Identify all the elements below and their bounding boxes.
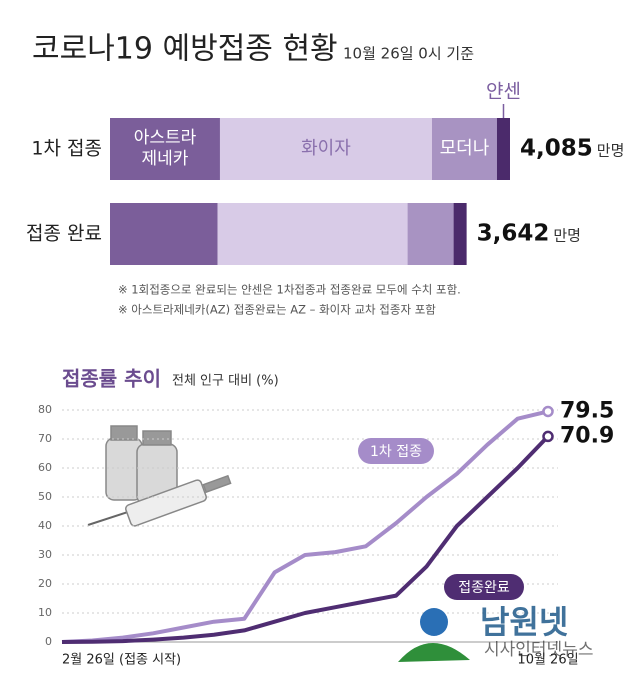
logo-globe — [420, 608, 448, 636]
y-tick-label: 50 — [38, 490, 52, 503]
segment-label: 아스트라제네카 — [133, 128, 197, 169]
unit-label: 만명 — [597, 142, 625, 160]
chart-title: 접종률 추이 — [62, 367, 161, 391]
total-label: 3,642 — [477, 221, 550, 247]
y-tick-label: 10 — [38, 606, 52, 619]
y-tick-label: 30 — [38, 548, 52, 561]
end-value-label: 70.9 — [560, 423, 614, 448]
unit-label: 만명 — [553, 227, 581, 245]
category-label: 접종 완료 — [26, 223, 102, 245]
bar-segment — [431, 118, 497, 180]
series-label-box — [358, 438, 434, 464]
category-label: 1차 접종 — [31, 138, 102, 160]
end-point — [542, 405, 554, 418]
bar-segment — [110, 203, 218, 265]
bar-segment — [217, 203, 408, 265]
segment-label: 얀센 — [486, 81, 521, 103]
y-tick-label: 60 — [38, 461, 52, 474]
y-tick-label: 70 — [38, 432, 52, 445]
y-tick-label: 20 — [38, 577, 52, 590]
logo-hill — [398, 642, 470, 662]
bar-segment — [219, 118, 432, 180]
legend-label: 1차 접종 — [370, 444, 422, 460]
y-tick-label: 0 — [45, 635, 52, 648]
end-point — [542, 430, 554, 443]
y-tick-label: 40 — [38, 519, 52, 532]
watermark-tagline: 시사인터넷뉴스 — [484, 640, 593, 660]
legend-label: 접종완료 — [458, 580, 510, 596]
bar-segment — [496, 118, 510, 180]
footnote: ※ 1회접종으로 완료되는 얀센은 1차접종과 접종완료 모두에 수치 포함. — [118, 283, 461, 297]
subtitle: 10월 26일 0시 기준 — [343, 45, 474, 63]
series-line — [61, 409, 549, 644]
series-line — [61, 435, 550, 644]
total-label: 4,085 — [520, 136, 593, 162]
x-tick-label: 2월 26일 (접종 시작) — [62, 653, 181, 668]
segment-label: 화이자 — [301, 138, 351, 159]
y-tick-label: 80 — [38, 403, 52, 416]
chart-subtitle: 전체 인구 대비 (%) — [172, 374, 279, 389]
bar-segment — [110, 118, 220, 180]
bar-segment — [453, 203, 467, 265]
watermark-name: 남원넷 — [480, 603, 568, 641]
series-label-box — [444, 574, 524, 600]
end-value-label: 79.5 — [560, 398, 614, 423]
segment-label: 모더나 — [440, 138, 490, 159]
x-tick-label: 10월 26일 — [517, 653, 578, 668]
title: 코로나19 예방접종 현황 — [32, 32, 338, 67]
vaccine-illustration — [87, 425, 232, 527]
footnote: ※ 아스트라제네카(AZ) 접종완료는 AZ – 화이자 교차 접종자 포함 — [118, 303, 436, 317]
bar-segment — [407, 203, 454, 265]
